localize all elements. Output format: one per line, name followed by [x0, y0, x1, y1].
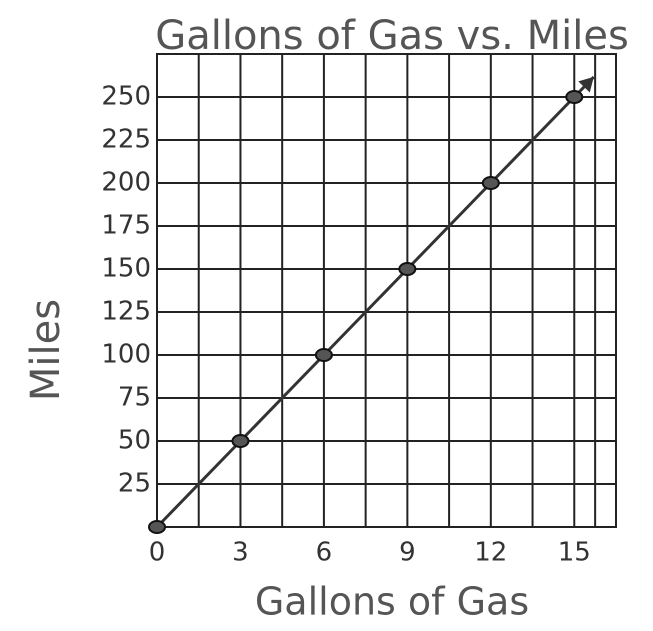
data-point [565, 90, 584, 104]
x-tick-label: 0 [149, 538, 166, 568]
data-point [231, 434, 250, 448]
data-point [481, 176, 500, 190]
y-tick-label: 25 [118, 469, 151, 499]
y-tick-label: 125 [101, 297, 151, 327]
y-tick-label: 100 [101, 340, 151, 370]
y-tick-label: 75 [118, 383, 151, 413]
y-tick-label: 150 [101, 254, 151, 284]
chart-title: Gallons of Gas vs. Miles [155, 13, 629, 59]
x-tick-label: 3 [232, 538, 249, 568]
data-point [148, 520, 166, 534]
x-tick-label: 9 [399, 538, 416, 568]
data-point [398, 262, 417, 276]
series-line [155, 95, 576, 529]
y-tick-label: 225 [101, 125, 151, 155]
arrow-head [578, 76, 594, 93]
x-tick-label: 6 [316, 538, 333, 568]
y-tick-label: 50 [118, 426, 151, 456]
y-tick-label: 250 [101, 82, 151, 112]
data-point [314, 348, 333, 362]
y-axis-label: Miles [23, 299, 69, 401]
y-tick-label: 200 [101, 168, 151, 198]
x-tick-label: 12 [474, 538, 507, 568]
y-tick-label: 175 [101, 211, 151, 241]
x-axis-label: Gallons of Gas [255, 580, 529, 624]
x-tick-label: 15 [558, 538, 591, 568]
